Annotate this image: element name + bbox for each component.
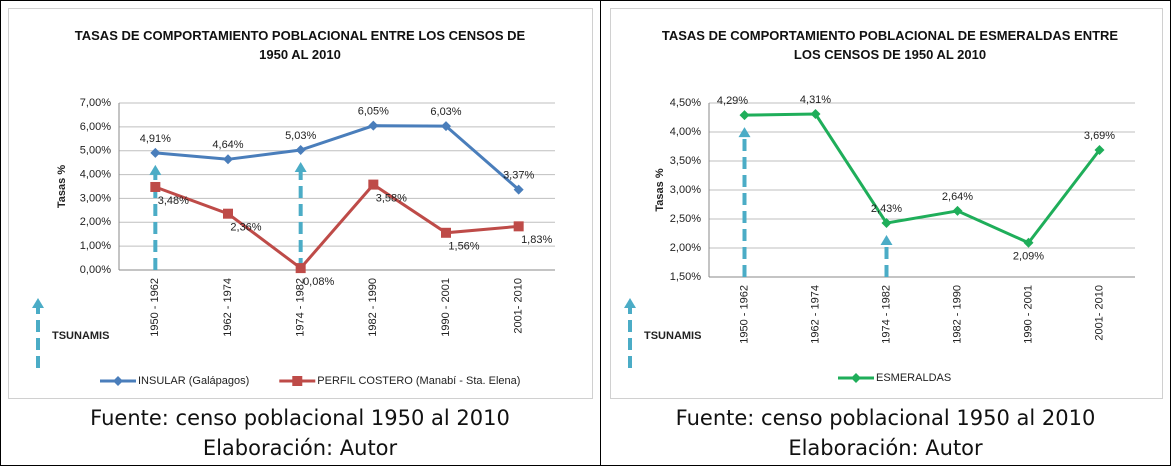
data-label: 6,03% xyxy=(430,106,461,118)
y-axis-label: Tasas % xyxy=(654,168,666,211)
marker xyxy=(513,221,524,232)
data-label: 4,64% xyxy=(212,139,243,151)
chart-title: TASAS DE COMPORTAMIENTO POBLACIONAL DE E… xyxy=(661,28,1119,62)
marker xyxy=(1023,237,1034,248)
y-tick-label: 2,00% xyxy=(80,216,111,228)
arrow-head xyxy=(624,298,636,308)
data-label: 2,09% xyxy=(1013,251,1044,263)
arrow-head xyxy=(880,235,893,246)
y-tick-label: 0,00% xyxy=(80,264,111,276)
marker xyxy=(368,179,379,190)
data-label: 0,08% xyxy=(303,276,334,288)
y-tick-label: 2,00% xyxy=(670,242,701,254)
series-line xyxy=(155,124,520,191)
legend-label: ESMERALDAS xyxy=(876,372,951,384)
marker xyxy=(1094,144,1105,155)
chart-frame xyxy=(8,8,593,399)
chart-title: TASAS DE COMPORTAMIENTO POBLACIONAL ENTR… xyxy=(74,28,526,62)
x-tick-label: 1950 - 1962 xyxy=(738,285,750,344)
x-tick-label: 1962 - 1974 xyxy=(809,285,821,344)
data-label: 2,43% xyxy=(871,203,902,215)
data-label: 2,64% xyxy=(942,191,973,203)
data-label: 1,56% xyxy=(448,241,479,253)
y-tick-label: 6,00% xyxy=(80,121,111,133)
y-tick-label: 4,00% xyxy=(670,126,701,138)
caption-author: Elaboración: Autor xyxy=(202,436,398,460)
data-label: 3,58% xyxy=(376,192,407,204)
marker xyxy=(223,154,233,165)
y-tick-label: 2,50% xyxy=(670,213,701,225)
arrow-head xyxy=(294,161,307,172)
data-label: 4,31% xyxy=(800,94,831,106)
marker xyxy=(441,227,451,238)
y-tick-label: 3,00% xyxy=(670,184,701,196)
arrow-head xyxy=(149,164,162,175)
marker xyxy=(441,121,451,132)
y-tick-label: 1,50% xyxy=(670,271,701,283)
x-tick-label: 1990 - 2001 xyxy=(440,278,452,337)
data-label: 3,37% xyxy=(503,170,534,182)
data-label: 2,36% xyxy=(230,222,261,234)
legend-label: INSULAR (Galápagos) xyxy=(138,375,249,387)
arrow-head xyxy=(32,298,44,308)
annotation: TSUNAMIS xyxy=(52,330,109,342)
y-tick-label: 4,00% xyxy=(80,168,111,180)
data-label: 4,91% xyxy=(140,133,171,145)
legend-label: PERFIL COSTERO (Manabí - Sta. Elena) xyxy=(317,375,520,387)
data-label: 5,03% xyxy=(285,130,316,142)
marker xyxy=(295,263,306,274)
data-label: 1,83% xyxy=(521,234,552,246)
marker xyxy=(739,110,750,121)
data-label: 3,69% xyxy=(1084,130,1115,142)
y-tick-label: 1,00% xyxy=(80,240,111,252)
y-tick-label: 3,50% xyxy=(670,155,701,167)
data-label: 6,05% xyxy=(358,106,389,118)
marker xyxy=(368,120,379,131)
x-tick-label: 1950 - 1962 xyxy=(149,278,161,337)
caption-source: Fuente: censo poblacional 1950 al 2010 xyxy=(675,406,1096,430)
marker xyxy=(881,218,892,229)
marker xyxy=(952,205,963,216)
x-tick-label: 1982 - 1990 xyxy=(951,285,963,344)
marker xyxy=(150,181,161,192)
caption-author: Elaboración: Autor xyxy=(788,436,983,460)
series-line xyxy=(744,112,1101,245)
x-tick-label: 1990 - 2001 xyxy=(1022,285,1034,344)
x-tick-label: 1974 - 1982 xyxy=(880,285,892,344)
y-tick-label: 5,00% xyxy=(80,145,111,157)
y-tick-label: 7,00% xyxy=(80,97,111,109)
caption-source: Fuente: censo poblacional 1950 al 2010 xyxy=(90,406,510,430)
marker xyxy=(113,376,123,386)
x-tick-label: 2001- 2010 xyxy=(513,278,525,334)
data-label: 4,29% xyxy=(717,95,748,107)
y-tick-label: 4,50% xyxy=(670,97,701,109)
marker xyxy=(223,208,233,219)
marker xyxy=(810,109,821,120)
x-tick-label: 2001- 2010 xyxy=(1093,285,1105,341)
marker xyxy=(513,184,524,195)
arrow-head xyxy=(738,127,751,138)
annotation: TSUNAMIS xyxy=(644,330,701,342)
x-tick-label: 1982 - 1990 xyxy=(367,278,379,337)
series-line xyxy=(154,182,519,271)
marker xyxy=(851,373,861,383)
y-tick-label: 3,00% xyxy=(80,192,111,204)
chart-frame xyxy=(610,8,1163,399)
x-tick-label: 1974 - 1982 xyxy=(295,278,307,337)
marker xyxy=(292,376,303,386)
x-tick-label: 1962 - 1974 xyxy=(222,278,234,337)
marker xyxy=(150,147,161,158)
marker xyxy=(295,144,306,155)
data-label: 3,48% xyxy=(158,195,189,207)
y-axis-label: Tasas % xyxy=(56,165,68,208)
